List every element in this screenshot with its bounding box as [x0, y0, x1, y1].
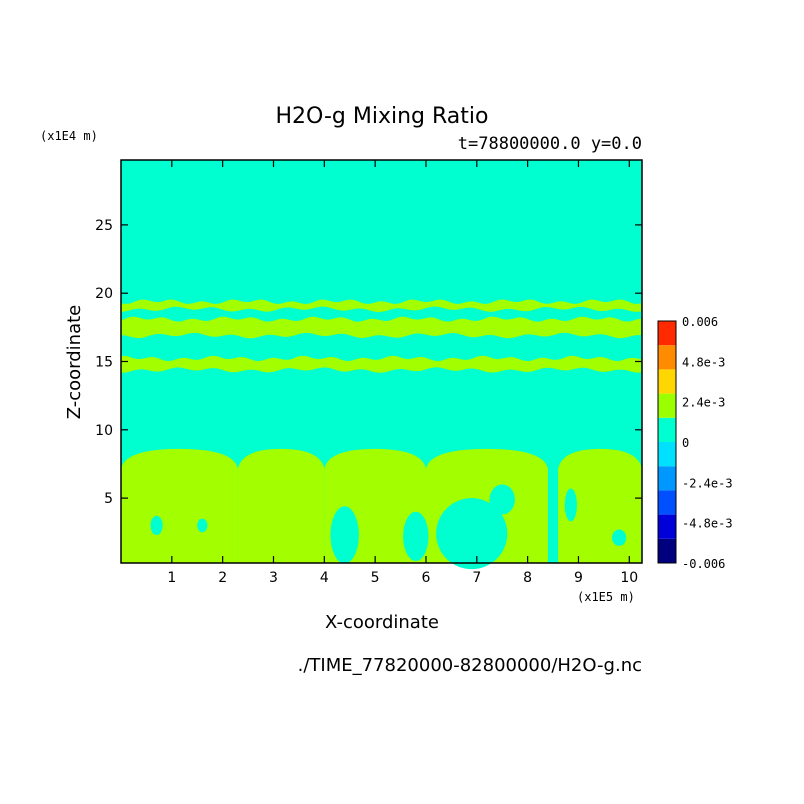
cell-hole: [436, 498, 508, 570]
x-tick-label: 6: [422, 570, 431, 586]
colorbar-segment: [658, 466, 676, 491]
colorbar-segment: [658, 514, 676, 539]
cell-hole: [489, 484, 515, 515]
x-tick-label: 4: [320, 570, 329, 586]
y-scale-label: (x1E4 m): [40, 129, 98, 143]
plot-area: [121, 160, 642, 570]
colorbar-segment: [658, 369, 676, 394]
y-tick-label: 15: [95, 355, 113, 371]
x-tick-label: 1: [167, 570, 176, 586]
colorbar-label: -0.006: [682, 557, 725, 571]
colorbar-label: 0: [682, 436, 689, 450]
colorbar-frame: [657, 320, 677, 564]
colorbar-segment: [658, 417, 676, 442]
chart-title: H2O-g Mixing Ratio: [276, 104, 489, 129]
colorbar-segment: [658, 442, 676, 467]
axes: 1 2 3 4 5 6 7 8 9 10 5 10 15 20 25: [95, 159, 643, 586]
convective-cell: [237, 448, 325, 563]
y-tick-label: 5: [104, 491, 113, 507]
x-tick-label: 7: [472, 570, 481, 586]
chart-subtitle: t=78800000.0 y=0.0: [458, 134, 642, 154]
cell-hole: [564, 488, 577, 522]
x-tick-label: 9: [574, 570, 583, 586]
x-tick-label: 5: [371, 570, 380, 586]
y-tick-label: 25: [95, 218, 113, 234]
cell-hole: [150, 515, 163, 535]
x-axis-label: X-coordinate: [325, 612, 439, 633]
colorbar: 0.006 4.8e-3 2.4e-3 0 -2.4e-3 -4.8e-3 -0.006: [657, 315, 733, 571]
x-tick-label: 2: [218, 570, 227, 586]
x-tick-label: 8: [523, 570, 532, 586]
y-axis-label: Z-coordinate: [64, 305, 85, 420]
x-tick-label: 3: [269, 570, 278, 586]
colorbar-segment: [658, 321, 676, 346]
y-tick-label: 20: [95, 286, 113, 302]
x-tick-label: 10: [620, 570, 638, 586]
y-tick-label: 10: [95, 423, 113, 439]
colorbar-segment: [658, 490, 676, 515]
source-file-label: ./TIME_77820000-82800000/H2O-g.nc: [298, 655, 642, 676]
cell-hole: [197, 518, 208, 533]
colorbar-label: 2.4e-3: [682, 396, 725, 410]
colorbar-segment: [658, 538, 676, 563]
cell-hole: [330, 506, 359, 564]
moisture-band: [121, 316, 641, 339]
moisture-band: [121, 355, 641, 373]
x-scale-label: (x1E5 m): [577, 590, 635, 604]
colorbar-label: -2.4e-3: [682, 476, 733, 490]
moisture-band: [121, 299, 641, 312]
colorbar-segment: [658, 345, 676, 370]
cell-hole: [612, 529, 627, 546]
colorbar-segment: [658, 393, 676, 418]
colorbar-label: 4.8e-3: [682, 355, 725, 369]
colorbar-label: -4.8e-3: [682, 517, 733, 531]
colorbar-label: 0.006: [682, 315, 718, 329]
cell-hole: [403, 511, 429, 561]
convective-cell: [121, 448, 238, 563]
